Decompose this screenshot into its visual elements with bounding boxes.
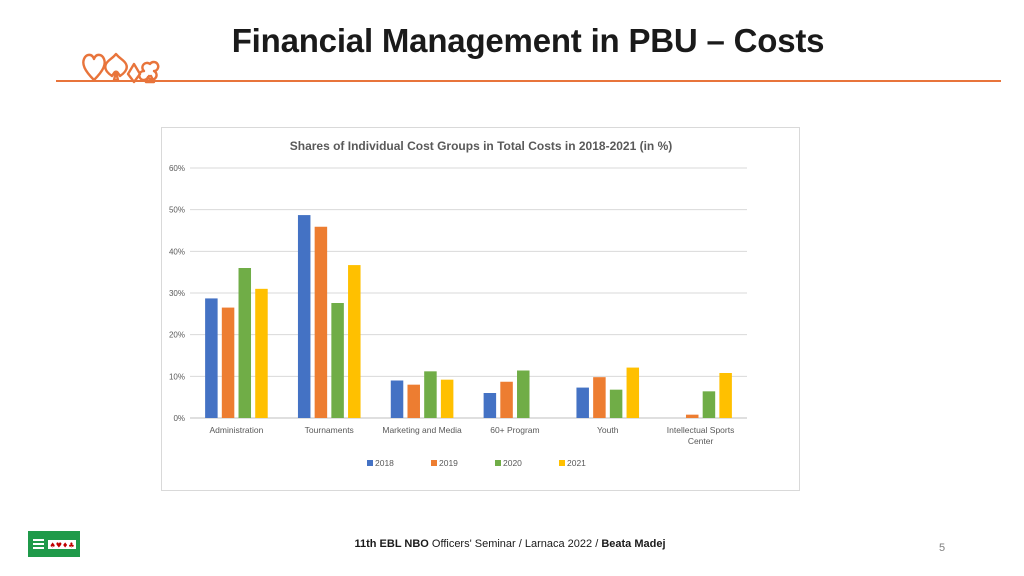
bar-2020	[331, 303, 344, 418]
bar-2020	[238, 268, 252, 418]
y-tick-label: 50%	[169, 206, 185, 215]
club-outline-icon	[138, 60, 160, 84]
spade-outline-icon	[104, 52, 128, 82]
bar-2021	[440, 379, 454, 418]
x-category-label: Marketing and Media	[382, 425, 462, 435]
bar-2020	[609, 389, 623, 418]
bar-2021	[719, 373, 732, 418]
chart-title: Shares of Individual Cost Groups in Tota…	[290, 139, 673, 153]
footer-venue: Officers' Seminar / Larnaca 2022 /	[428, 538, 602, 550]
bar-2019	[407, 384, 420, 418]
bar-2021	[348, 265, 361, 418]
y-tick-label: 10%	[169, 372, 185, 381]
x-category-label: Tournaments	[305, 425, 354, 435]
bar-2021	[626, 367, 640, 418]
footer-author: Beata Madej	[601, 538, 666, 550]
bar-2019	[685, 414, 699, 418]
legend-swatch	[495, 460, 501, 466]
legend-label: 2019	[439, 458, 458, 468]
cost-shares-bar-chart: Shares of Individual Cost Groups in Tota…	[169, 139, 747, 468]
bar-2020	[517, 370, 530, 418]
y-tick-label: 40%	[169, 247, 185, 256]
footer-event: 11th EBL NBO	[354, 538, 429, 550]
chart-frame: Shares of Individual Cost Groups in Tota…	[161, 127, 800, 491]
bar-2021	[255, 288, 268, 418]
bar-2018	[483, 393, 497, 418]
bar-2020	[702, 391, 716, 418]
bar-2018	[297, 215, 311, 418]
legend-swatch	[367, 460, 373, 466]
card-suits-logo	[82, 52, 160, 84]
slide-title: Financial Management in PBU – Costs	[231, 22, 825, 59]
y-tick-label: 0%	[173, 414, 185, 423]
heart-outline-icon	[82, 53, 106, 82]
x-category-label: 60+ Program	[490, 425, 539, 435]
y-tick-label: 20%	[169, 331, 185, 340]
ebl-logo-suits: ♠♥♦♣	[49, 542, 74, 550]
x-category-label: Center	[688, 436, 714, 446]
y-tick-label: 30%	[169, 289, 185, 298]
title-underline	[56, 80, 1001, 82]
legend-swatch	[559, 460, 565, 466]
bar-2018	[576, 387, 589, 418]
footer-text: 11th EBL NBO Officers' Seminar / Larnaca…	[300, 538, 720, 550]
diamond-outline-icon	[126, 62, 142, 84]
legend-label: 2018	[375, 458, 394, 468]
bar-2019	[593, 377, 606, 418]
ebl-logo: ♠♥♦♣	[28, 531, 80, 557]
bar-2020	[424, 371, 437, 418]
bar-2019	[221, 307, 235, 418]
x-category-label: Administration	[209, 425, 263, 435]
x-category-label: Intellectual Sports	[667, 425, 735, 435]
bar-2019	[314, 226, 328, 418]
x-category-label: Youth	[597, 425, 619, 435]
page-number: 5	[938, 542, 946, 554]
legend-label: 2021	[567, 458, 586, 468]
bar-2018	[205, 298, 218, 418]
y-tick-label: 60%	[169, 164, 185, 173]
legend-label: 2020	[503, 458, 522, 468]
legend-swatch	[431, 460, 437, 466]
bar-2018	[390, 380, 404, 418]
bar-2019	[500, 381, 513, 418]
